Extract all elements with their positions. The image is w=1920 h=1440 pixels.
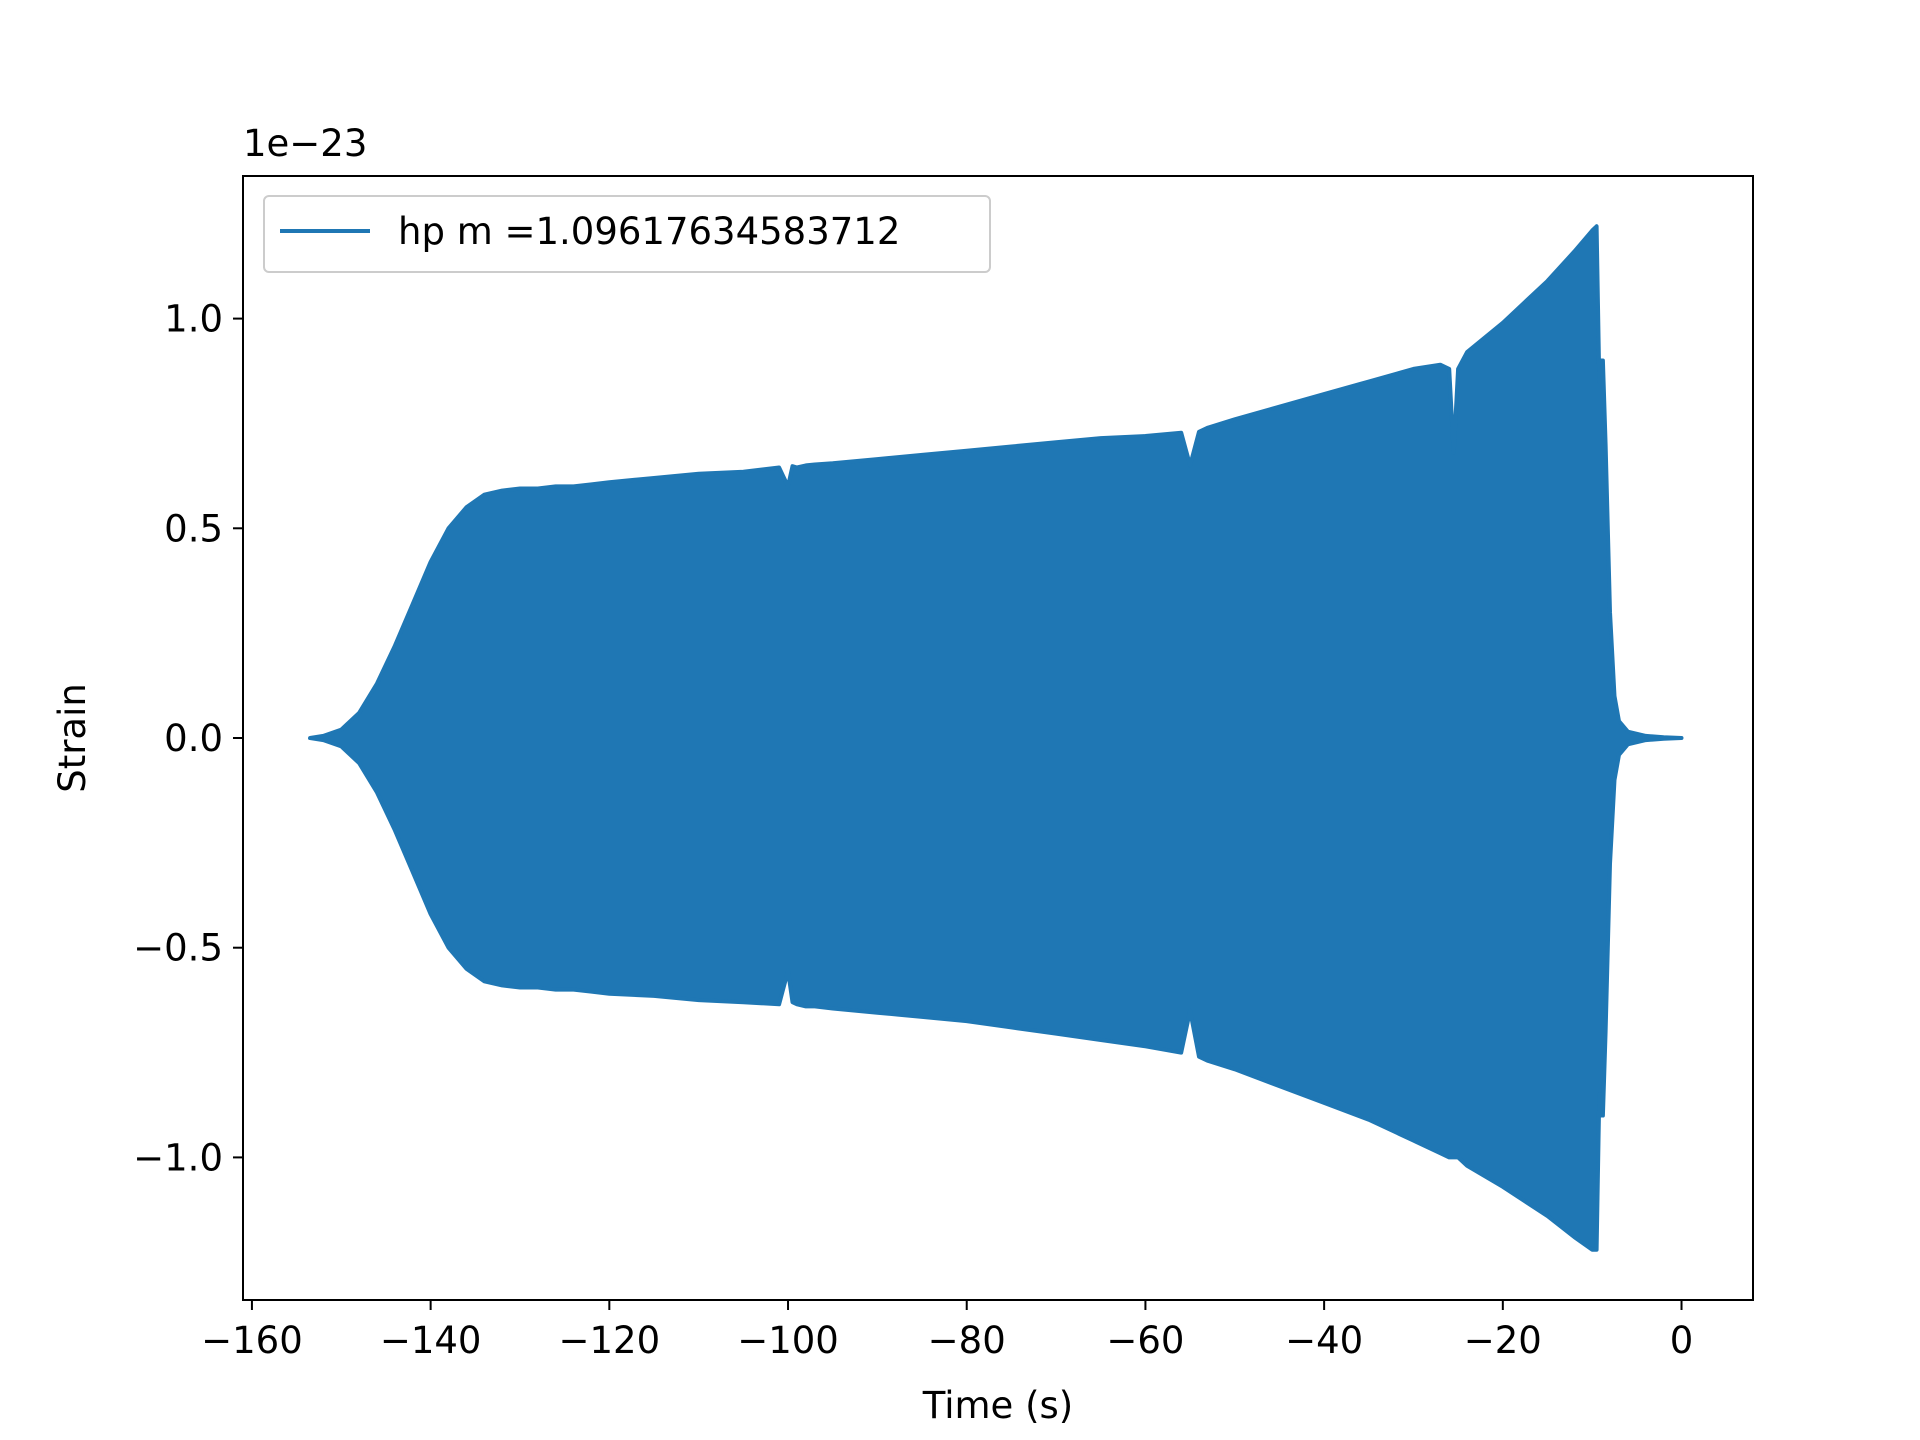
x-tick-label: 0 — [1670, 1319, 1694, 1362]
x-tick-label: −120 — [559, 1319, 661, 1362]
legend-box — [263, 195, 991, 273]
x-tick-label: −100 — [737, 1319, 839, 1362]
y-tick-label: −0.5 — [133, 927, 223, 970]
y-offset-label: 1e−23 — [243, 122, 367, 165]
plot-area — [308, 224, 1684, 1252]
x-tick-label: −140 — [380, 1319, 482, 1362]
series-0-waveform — [308, 224, 1684, 1252]
y-axis-ticks: −1.0 −0.5 0.0 0.5 1.0 — [133, 298, 243, 1179]
y-tick-label: 0.5 — [164, 507, 223, 550]
legend-entry-label: hp m =1.09617634583712 — [398, 210, 900, 253]
x-tick-label: −80 — [928, 1319, 1006, 1362]
x-axis-ticks: −160 −140 −120 −100 −80 −60 −40 −20 0 — [201, 1300, 1693, 1362]
legend: hp m =1.09617634583712 — [263, 195, 991, 273]
x-axis-label: Time (s) — [922, 1384, 1073, 1427]
x-tick-label: −60 — [1106, 1319, 1184, 1362]
y-tick-label: 1.0 — [164, 298, 223, 341]
y-axis-label: Strain — [51, 683, 94, 793]
x-tick-label: −160 — [201, 1319, 303, 1362]
y-tick-label: −1.0 — [133, 1136, 223, 1179]
x-tick-label: −40 — [1285, 1319, 1363, 1362]
x-tick-label: −20 — [1464, 1319, 1542, 1362]
y-tick-label: 0.0 — [164, 717, 223, 760]
